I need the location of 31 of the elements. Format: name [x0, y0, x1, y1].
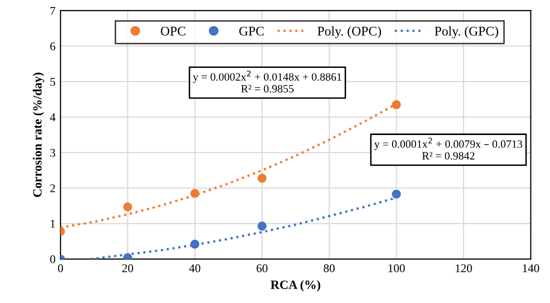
annotation: y = 0.0001x$^{2}$ + 0.0079x – 0.0713 R² = 0.9842 — [374, 138, 522, 160]
point — [392, 190, 401, 199]
x-tick-label: 0 — [58, 264, 63, 272]
x-tick-label: 40 — [189, 264, 200, 272]
y-tick-label: 0 — [50, 255, 56, 264]
annotation: y = 0.0002x$^{2}$ + 0.0148x + 0.8861 R² = 0.9855 — [192, 70, 342, 93]
y-tick-label: 4 — [50, 113, 56, 122]
point — [123, 202, 132, 212]
point — [190, 188, 200, 198]
x-tick-label: 120 — [456, 264, 472, 272]
x-tick-label: 100 — [388, 264, 405, 272]
y-tick-label: 7 — [50, 6, 56, 15]
y-tick-label: 1 — [50, 220, 55, 228]
legend-label: OPC — [160, 26, 186, 36]
legend-label: GPC — [239, 26, 264, 36]
point — [258, 222, 267, 231]
x-tick-label: 80 — [324, 264, 335, 272]
x-tick-label: 140 — [522, 264, 540, 272]
y-tick-label: 2 — [50, 184, 55, 192]
point — [392, 100, 401, 110]
y-axis-title: Corrosion rate (%/day) — [32, 72, 44, 197]
point — [190, 240, 200, 249]
x-tick-label: 60 — [256, 264, 268, 272]
x-tick-label: 20 — [122, 264, 134, 272]
point — [258, 174, 267, 183]
y-tick-label: 5 — [50, 78, 56, 86]
legend-label: Poly. (GPC) — [434, 26, 498, 38]
y-tick-label: 6 — [50, 42, 56, 50]
y-tick-label: 3 — [50, 148, 56, 157]
x-axis-title: RCA (%) — [270, 280, 320, 292]
legend-label: Poly. (OPC) — [318, 26, 382, 38]
